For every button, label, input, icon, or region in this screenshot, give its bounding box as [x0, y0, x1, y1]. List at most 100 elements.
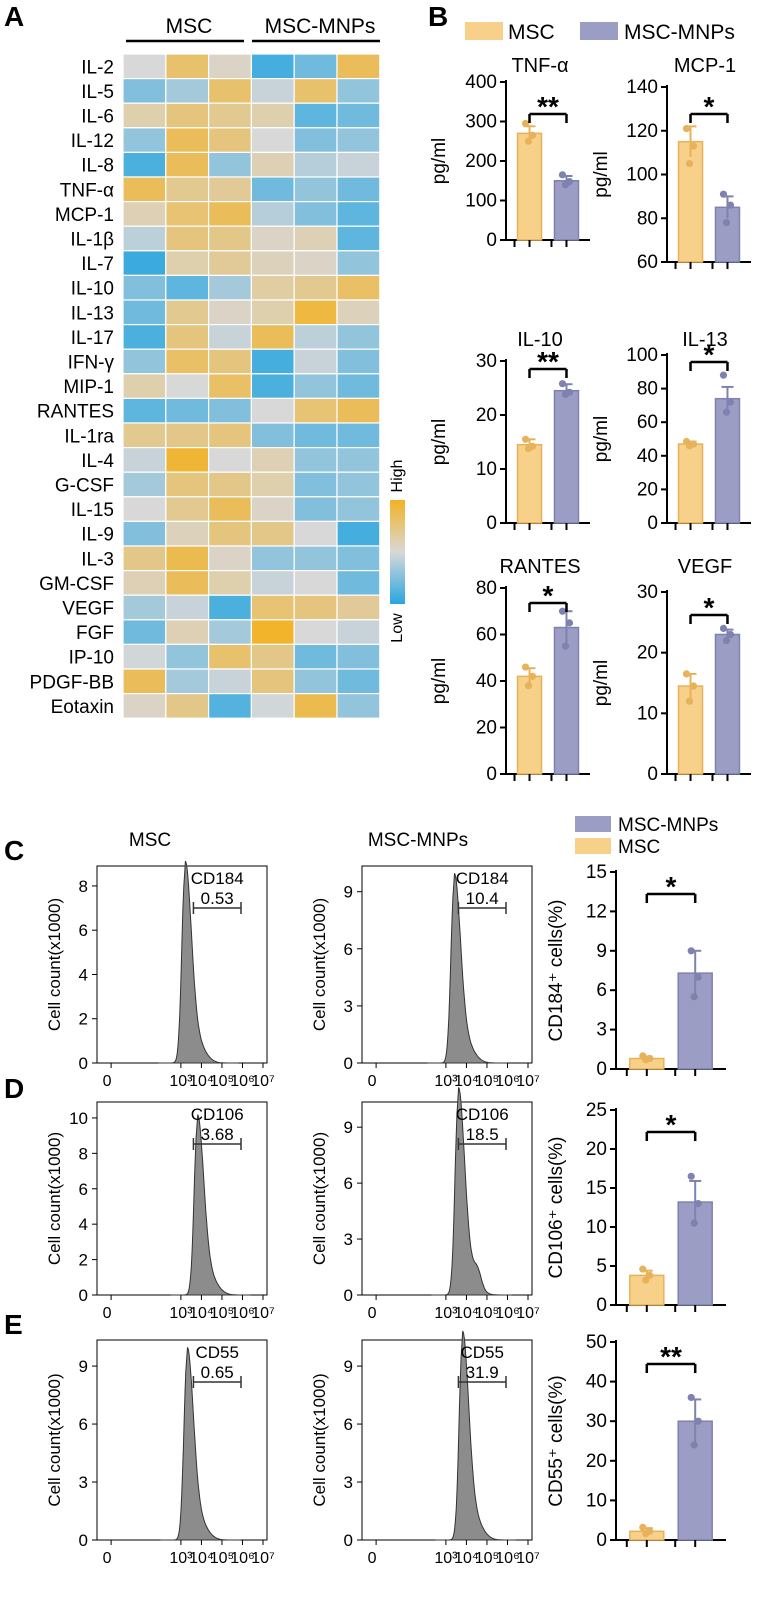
- data-point: [639, 1265, 647, 1273]
- bar-msc: [516, 443, 543, 524]
- data-point: [726, 398, 735, 406]
- heatmap-cell: [250, 397, 295, 424]
- heatmap-row-label: TNF-α: [60, 180, 114, 201]
- y-tick-label: 3: [344, 1230, 353, 1249]
- heatmap-cell: [122, 225, 167, 252]
- y-axis-label: Cell count(x1000): [45, 1132, 64, 1265]
- heatmap-cell: [250, 53, 295, 80]
- y-tick-label: 3: [344, 997, 353, 1016]
- x-tick-label: 10⁴: [189, 1305, 214, 1322]
- heatmap-cell: [250, 176, 295, 203]
- y-tick-label: 60: [476, 625, 497, 646]
- data-point: [565, 619, 574, 627]
- y-tick-label: 5: [596, 1256, 607, 1277]
- x-tick-label: 10⁵: [210, 1550, 234, 1567]
- heatmap-row-label: GM-CSF: [39, 574, 114, 595]
- y-axis-label: Cell count(x1000): [310, 898, 329, 1031]
- x-tick-label: 10⁴: [454, 1073, 479, 1090]
- heatmap-cell: [208, 348, 253, 375]
- heatmap-cell: [122, 594, 167, 621]
- y-tick-label: 0: [647, 764, 658, 785]
- heatmap-row-label: IL-9: [81, 525, 114, 546]
- heatmap-cell: [250, 102, 295, 129]
- data-point: [521, 119, 530, 128]
- y-tick-label: 40: [476, 671, 497, 692]
- heatmap-cell: [165, 668, 210, 695]
- heatmap-cell: [122, 422, 167, 449]
- heatmap-cell: [122, 299, 167, 326]
- y-tick-label: 12: [586, 901, 607, 922]
- heatmap-cell: [293, 397, 338, 424]
- x-tick-label: 10⁴: [189, 1550, 214, 1567]
- heatmap-cell: [122, 692, 167, 719]
- heatmap-cell: [336, 594, 381, 621]
- heatmap-group-msc: MSC: [166, 15, 213, 38]
- heatmap-cell: [165, 77, 210, 104]
- heatmap-cell: [165, 373, 210, 399]
- y-tick-label: 0: [486, 230, 497, 251]
- heatmap-cell: [165, 201, 210, 227]
- heatmap-color-scale: [390, 500, 405, 604]
- heatmap-row-label: IP-10: [69, 648, 114, 669]
- y-axis-label: CD106⁺ cells(%): [546, 1136, 567, 1278]
- heatmap-cell: [293, 299, 338, 326]
- heatmap: MSC MSC-MNPs IL-2 IL-5 IL-6 IL-12 IL-8 TNF-α M…: [30, 15, 381, 719]
- y-tick-label: 9: [596, 941, 607, 962]
- heatmap-row-label: IL-17: [71, 328, 114, 349]
- significance-mark: **: [537, 346, 559, 377]
- heatmap-cell: [250, 274, 295, 301]
- heatmap-cell: [122, 77, 167, 104]
- heatmap-cell: [293, 447, 338, 473]
- heatmap-cell: [208, 520, 253, 547]
- heatmap-cell: [165, 692, 210, 719]
- y-tick-label: 100: [465, 191, 497, 212]
- bar-mnp: [553, 626, 580, 775]
- heatmap-cell: [293, 77, 338, 104]
- y-tick-label: 140: [626, 77, 658, 98]
- x-tick-label: 0: [368, 1550, 377, 1567]
- heatmap-cell: [250, 201, 295, 227]
- heatmap-cell: [208, 250, 253, 277]
- y-tick-label: 20: [637, 643, 658, 664]
- data-point: [685, 159, 694, 168]
- bar-chart-title: RANTES: [499, 556, 580, 578]
- y-axis-label: pg/ml: [429, 138, 450, 184]
- heatmap-row-label: PDGF-BB: [30, 672, 114, 693]
- y-tick-label: 6: [344, 1174, 353, 1193]
- heatmap-cell: [250, 422, 295, 449]
- legend-c-mnp-label: MSC-MNPs: [618, 815, 718, 836]
- data-point: [719, 624, 728, 633]
- heatmap-cell: [122, 373, 167, 399]
- x-tick-label: 10⁴: [454, 1550, 479, 1567]
- heatmap-cell: [293, 594, 338, 621]
- x-tick-label: 10⁵: [210, 1073, 234, 1090]
- heatmap-cell: [336, 225, 381, 252]
- x-tick-label: 10⁵: [475, 1073, 499, 1090]
- y-tick-label: 0: [486, 513, 497, 534]
- heatmap-cell: [165, 250, 210, 277]
- gate-percent: 18.5: [466, 1125, 499, 1144]
- y-tick-label: 10: [476, 459, 497, 480]
- y-tick-label: 6: [596, 980, 607, 1001]
- y-axis-label: pg/ml: [591, 416, 612, 462]
- histogram-frame: [361, 1101, 533, 1296]
- heatmap-cell: [336, 692, 381, 719]
- x-tick-label: 10⁵: [475, 1550, 499, 1567]
- y-tick-label: 80: [637, 379, 658, 400]
- y-tick-label: 0: [647, 513, 658, 534]
- heatmap-cell: [165, 397, 210, 424]
- bar-msc: [677, 443, 704, 524]
- heatmap-cell: [293, 471, 338, 498]
- gate-percent: 0.65: [201, 1363, 234, 1382]
- x-tick-label: 10⁷: [516, 1305, 540, 1322]
- heatmap-row-label: IL-1β: [70, 230, 114, 251]
- data-point: [642, 1530, 650, 1538]
- y-tick-label: 3: [79, 1473, 88, 1492]
- heatmap-cell: [293, 250, 338, 277]
- heatmap-row-label: IL-15: [71, 500, 114, 521]
- heatmap-cell: [208, 373, 253, 399]
- x-tick-label: 10⁶: [495, 1305, 519, 1322]
- gate-percent: 3.68: [201, 1125, 234, 1144]
